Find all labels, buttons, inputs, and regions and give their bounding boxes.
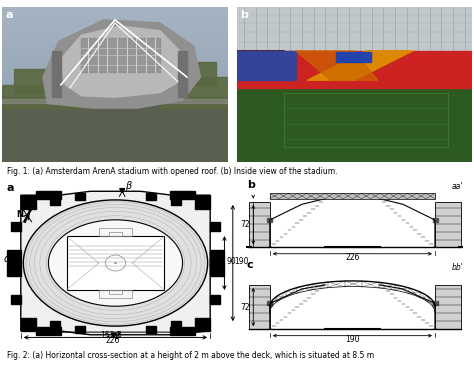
- Bar: [50, 197, 60, 204]
- Bar: [75, 193, 85, 200]
- Bar: [210, 295, 220, 304]
- Polygon shape: [119, 189, 125, 192]
- Ellipse shape: [48, 220, 182, 306]
- Text: β: β: [125, 181, 131, 191]
- Bar: [237, 51, 472, 80]
- Polygon shape: [237, 51, 296, 162]
- Bar: [270, 193, 435, 199]
- Text: β': β': [114, 332, 121, 341]
- Bar: [210, 250, 224, 276]
- Bar: [170, 327, 195, 335]
- Text: 72: 72: [240, 303, 250, 312]
- Text: Fig. 2: (a) Horizontal cross-section at a height of 2 m above the deck, which is: Fig. 2: (a) Horizontal cross-section at …: [7, 351, 374, 360]
- Text: 153.5: 153.5: [100, 331, 122, 340]
- Bar: [433, 217, 438, 222]
- Text: N: N: [17, 210, 24, 219]
- Bar: [36, 191, 61, 199]
- Text: 190: 190: [235, 257, 249, 266]
- Bar: [160, 77, 228, 108]
- Bar: [81, 38, 160, 72]
- Bar: [146, 326, 156, 333]
- Bar: [11, 295, 21, 304]
- Bar: [99, 229, 132, 236]
- Bar: [170, 191, 195, 199]
- Polygon shape: [111, 333, 116, 338]
- Bar: [21, 317, 36, 331]
- Bar: [75, 326, 85, 333]
- Text: 72: 72: [240, 220, 250, 229]
- Bar: [50, 322, 60, 329]
- Bar: [109, 289, 122, 294]
- Bar: [284, 93, 448, 147]
- Bar: [237, 88, 472, 162]
- Bar: [195, 195, 210, 209]
- Circle shape: [114, 262, 117, 264]
- Bar: [109, 232, 122, 236]
- Text: c: c: [247, 260, 254, 270]
- Bar: [14, 69, 59, 93]
- Bar: [67, 236, 164, 289]
- Bar: [36, 327, 61, 335]
- Text: 226: 226: [105, 336, 120, 345]
- Polygon shape: [8, 261, 13, 265]
- Bar: [195, 317, 210, 331]
- Bar: [21, 195, 36, 209]
- Polygon shape: [237, 51, 296, 80]
- Bar: [336, 52, 371, 62]
- Polygon shape: [21, 191, 210, 335]
- Text: 226: 226: [345, 253, 360, 262]
- Bar: [249, 285, 270, 329]
- Bar: [435, 285, 461, 329]
- Bar: [99, 289, 132, 298]
- Bar: [2, 99, 228, 103]
- Polygon shape: [43, 20, 201, 108]
- Text: Fig. 1: (a) Amsterdam ArenA stadium with opened roof. (b) Inside view of the sta: Fig. 1: (a) Amsterdam ArenA stadium with…: [7, 167, 337, 176]
- Polygon shape: [296, 51, 378, 80]
- Polygon shape: [59, 26, 187, 97]
- Bar: [249, 202, 270, 247]
- Text: 190: 190: [345, 335, 360, 344]
- Bar: [171, 197, 181, 204]
- Bar: [267, 301, 272, 305]
- Bar: [171, 62, 216, 85]
- Bar: [237, 7, 472, 51]
- Bar: [433, 301, 438, 305]
- Bar: [146, 193, 156, 200]
- Text: b: b: [247, 180, 255, 190]
- Bar: [7, 250, 21, 276]
- Text: α: α: [4, 254, 10, 264]
- Bar: [171, 322, 181, 329]
- Polygon shape: [216, 261, 221, 265]
- Text: aa': aa': [451, 182, 463, 191]
- Bar: [2, 97, 228, 162]
- Bar: [210, 222, 220, 231]
- Bar: [178, 51, 187, 97]
- Bar: [267, 217, 272, 222]
- Text: bb': bb': [451, 263, 463, 272]
- Bar: [11, 222, 21, 231]
- Polygon shape: [307, 51, 413, 80]
- Text: α': α': [211, 255, 219, 264]
- Text: a: a: [6, 10, 13, 20]
- Ellipse shape: [23, 200, 208, 326]
- Text: a: a: [7, 183, 14, 193]
- Bar: [2, 85, 81, 108]
- Bar: [435, 202, 461, 247]
- Text: b: b: [240, 10, 248, 20]
- Bar: [52, 51, 61, 97]
- Bar: [237, 80, 472, 88]
- Text: 90: 90: [226, 257, 236, 266]
